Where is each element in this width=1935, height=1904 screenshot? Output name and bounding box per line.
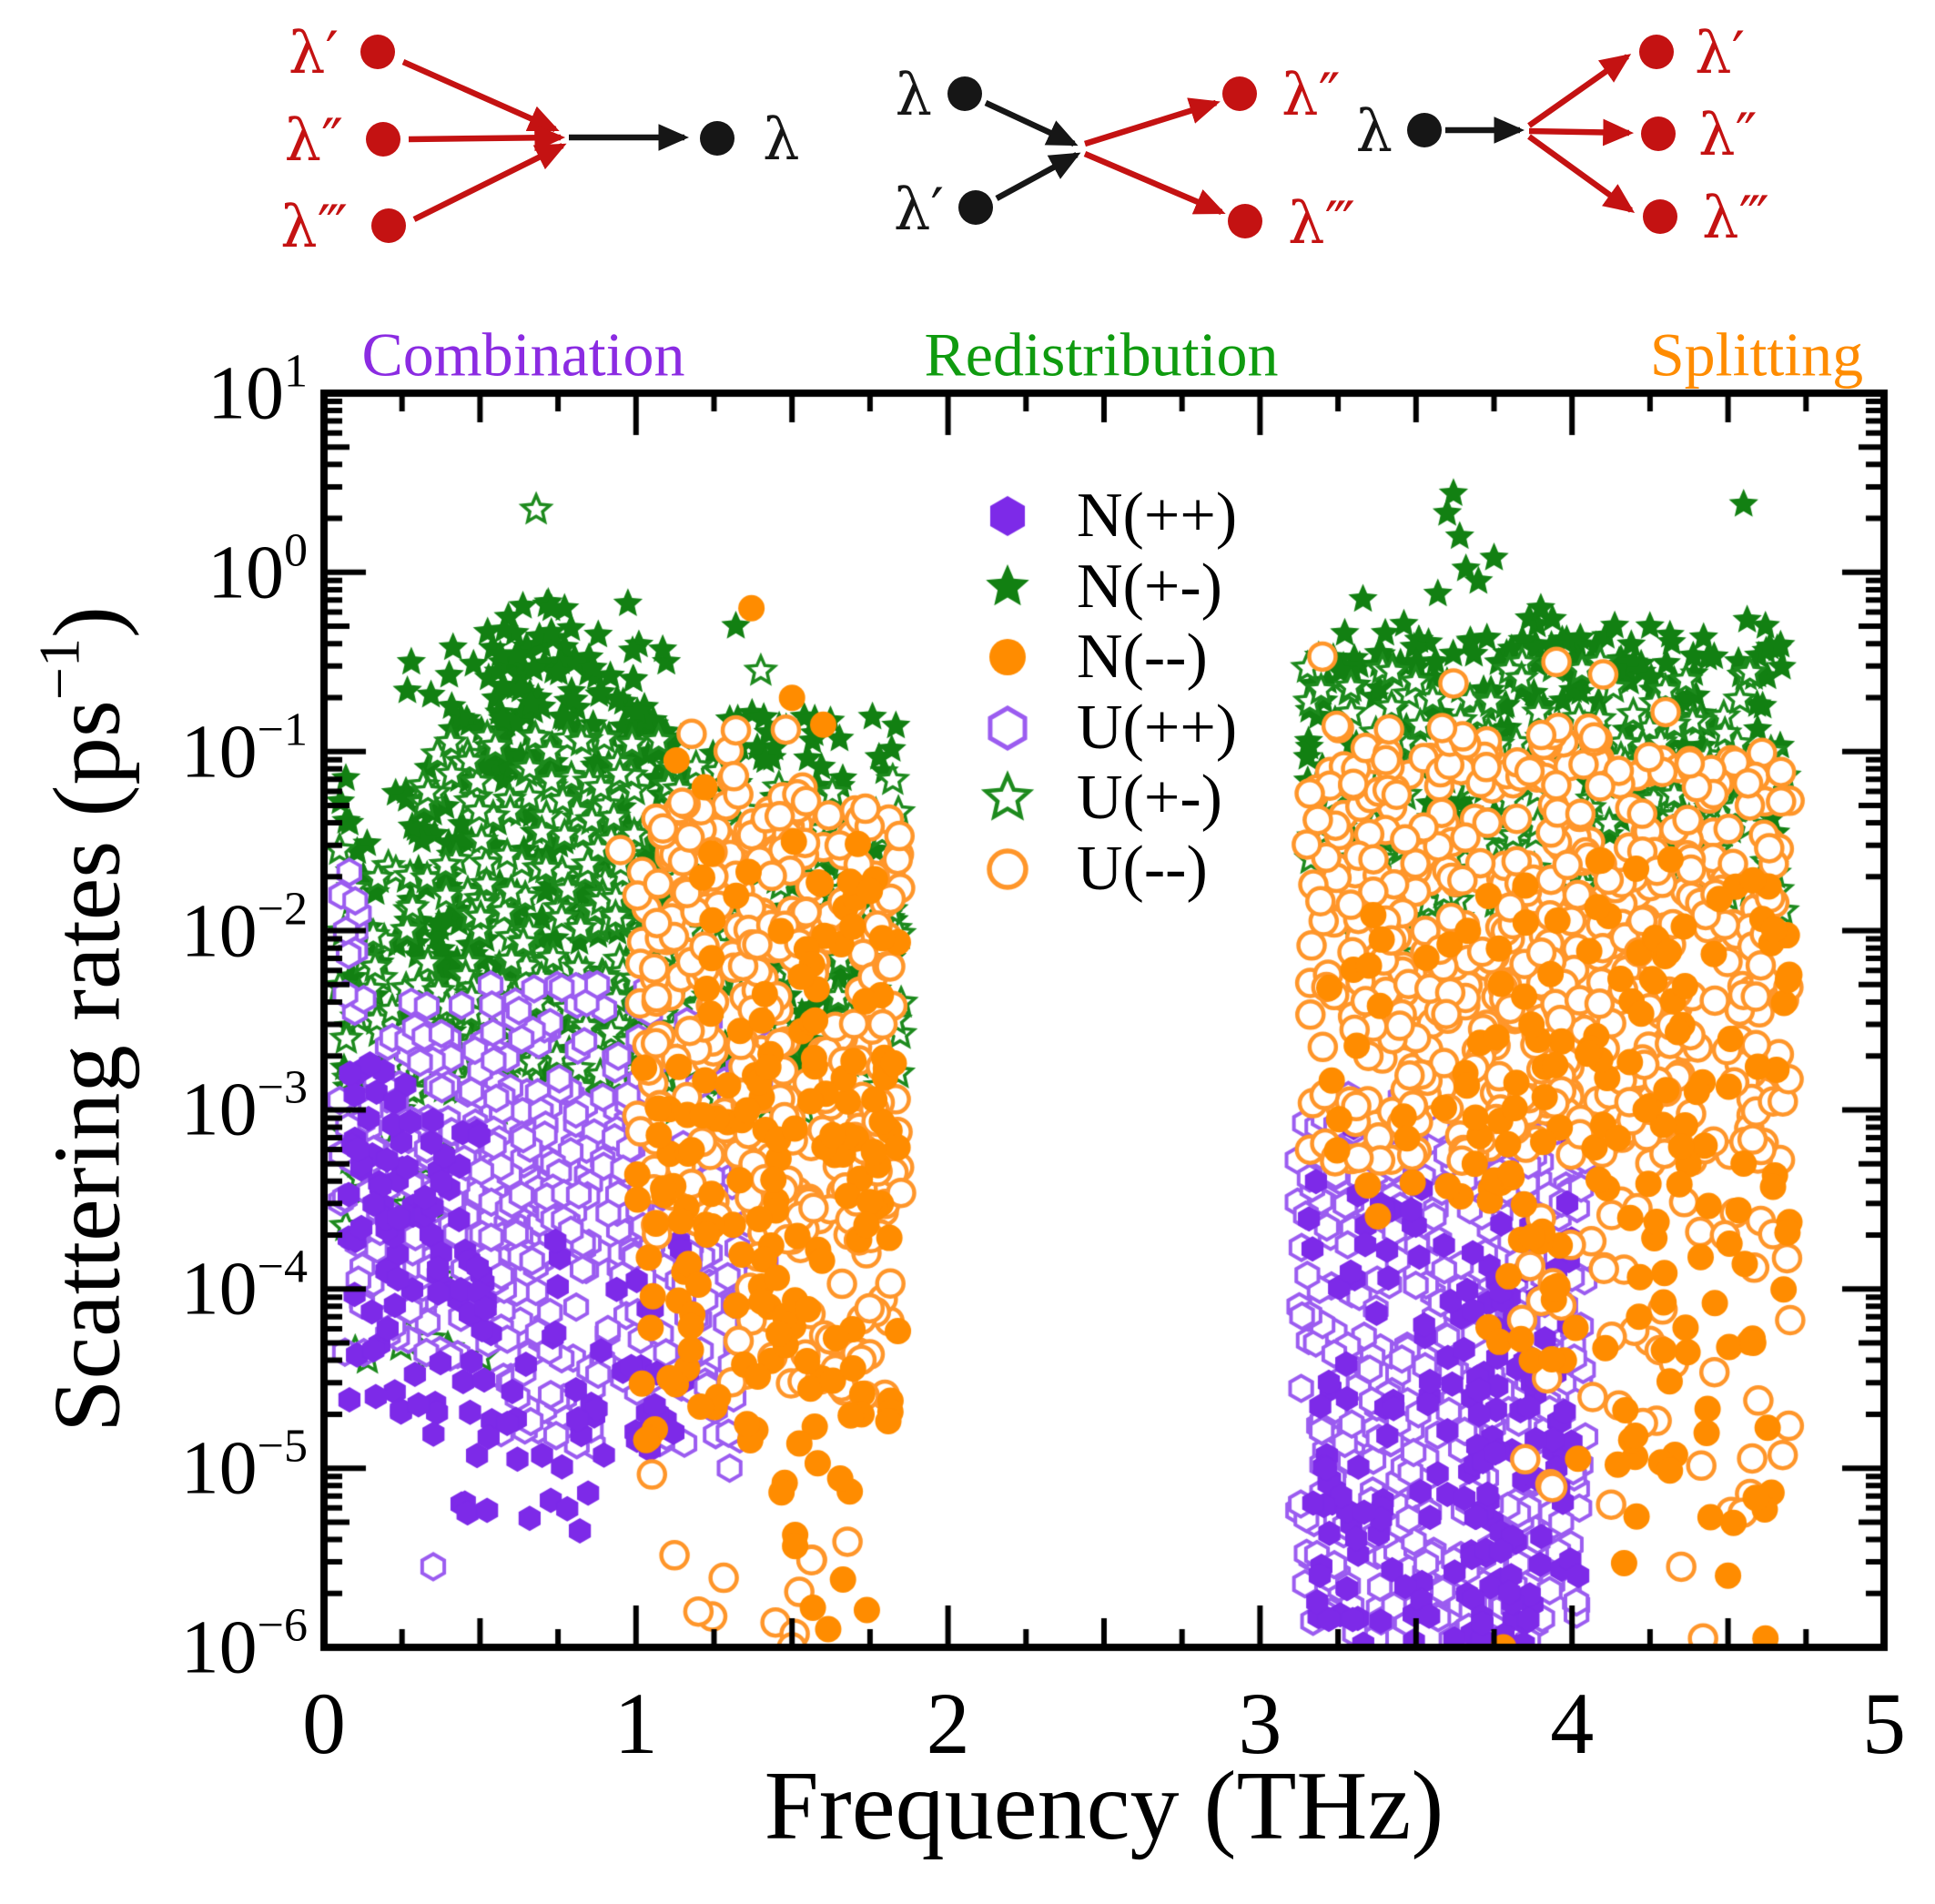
- legend-label: U(+-): [1077, 763, 1222, 833]
- filled-star-icon: [978, 557, 1037, 616]
- filled-circle-icon: [978, 628, 1037, 686]
- y-tick-label-1e1: 101: [208, 345, 308, 436]
- open-hexagon-icon: [978, 698, 1037, 757]
- legend-label: N(++): [1077, 481, 1238, 551]
- section-label-combination: Combination: [361, 319, 685, 390]
- open-circle-icon: [978, 839, 1037, 898]
- legend-item-Umm: U(--): [978, 833, 1208, 904]
- y-tick-label-1e-3: 10−3: [180, 1061, 308, 1152]
- legend-label: N(+-): [1077, 551, 1222, 622]
- x-axis-title: Frequency (THz): [764, 1752, 1444, 1860]
- legend-item-Upm: U(+-): [978, 763, 1222, 833]
- legend-item-Npp: N(++): [978, 481, 1238, 551]
- y-tick-label-1e-4: 10−4: [180, 1241, 308, 1332]
- y-tick-label-1e-5: 10−5: [180, 1420, 308, 1511]
- legend-label: U(++): [1077, 692, 1238, 763]
- legend-item-Nmm: N(--): [978, 622, 1208, 692]
- x-tick-label-0: 0: [302, 1675, 346, 1772]
- section-label-splitting: Splitting: [1649, 319, 1864, 390]
- x-tick-label-3: 3: [1238, 1675, 1282, 1772]
- y-tick-label-1e-1: 10−1: [180, 704, 308, 795]
- filled-hexagon-icon: [978, 487, 1037, 545]
- legend-item-Upp: U(++): [978, 692, 1238, 763]
- y-axis-title: Scattering rates (ps−1): [27, 606, 142, 1433]
- x-tick-label-1: 1: [613, 1675, 658, 1772]
- section-label-redistribution: Redistribution: [924, 319, 1279, 390]
- y-tick-label-1e-2: 10−2: [180, 883, 308, 974]
- y-tick-label-1e-6: 10−6: [180, 1599, 308, 1690]
- open-star-icon: [978, 769, 1037, 827]
- x-tick-label-4: 4: [1550, 1675, 1595, 1772]
- y-tick-label-1e0: 100: [208, 524, 308, 615]
- legend-item-Npm: N(+-): [978, 551, 1222, 622]
- x-tick-label-5: 5: [1862, 1675, 1906, 1772]
- y-axis-title-exponent: −1: [26, 638, 92, 701]
- legend-label: U(--): [1077, 833, 1208, 904]
- y-axis-title-prefix: Scattering rates (ps: [33, 700, 140, 1433]
- legend-label: N(--): [1077, 622, 1208, 692]
- y-axis-title-suffix: ): [33, 606, 140, 639]
- x-tick-label-2: 2: [926, 1675, 970, 1772]
